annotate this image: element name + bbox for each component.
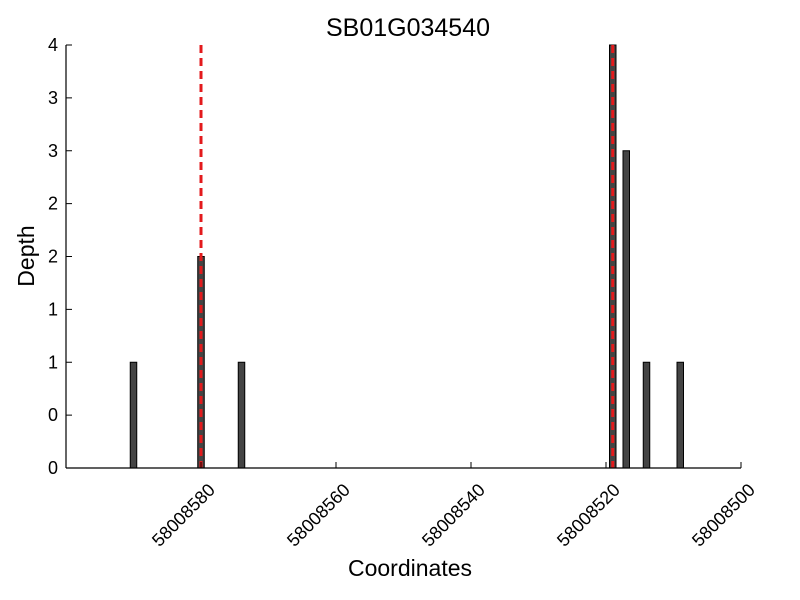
x-axis-ticks: 58008580 58008560 58008540 58008520 58008500	[148, 462, 759, 551]
y-tick-label: 3	[48, 141, 58, 161]
x-tick-label: 58008560	[283, 480, 354, 551]
y-tick-label: 2	[48, 194, 58, 214]
x-tick-label: 58008500	[688, 480, 759, 551]
y-tick-label: 0	[48, 405, 58, 425]
y-axis-ticks: 0 0 1 1 2 2 3 3 4	[48, 35, 72, 478]
y-tick-label: 4	[48, 35, 58, 55]
y-axis-label: Depth	[13, 225, 39, 286]
depth-bar	[642, 361, 651, 469]
depth-bar	[676, 361, 684, 469]
x-tick-label: 58008580	[148, 480, 219, 551]
x-tick-label: 58008540	[418, 480, 489, 551]
marker-lines-group	[199, 45, 615, 468]
y-tick-label: 3	[48, 88, 58, 108]
depth-bar	[129, 361, 138, 469]
y-tick-label: 0	[48, 458, 58, 478]
y-tick-label: 1	[48, 352, 58, 372]
x-tick-label: 58008520	[553, 480, 624, 551]
chart-title: SB01G034540	[326, 14, 490, 42]
y-tick-label: 2	[48, 247, 58, 267]
depth-bar	[622, 150, 630, 469]
y-tick-label: 1	[48, 299, 58, 319]
bars-group	[129, 44, 684, 469]
depth-bar	[237, 361, 246, 469]
x-axis-label: Coordinates	[348, 555, 472, 581]
